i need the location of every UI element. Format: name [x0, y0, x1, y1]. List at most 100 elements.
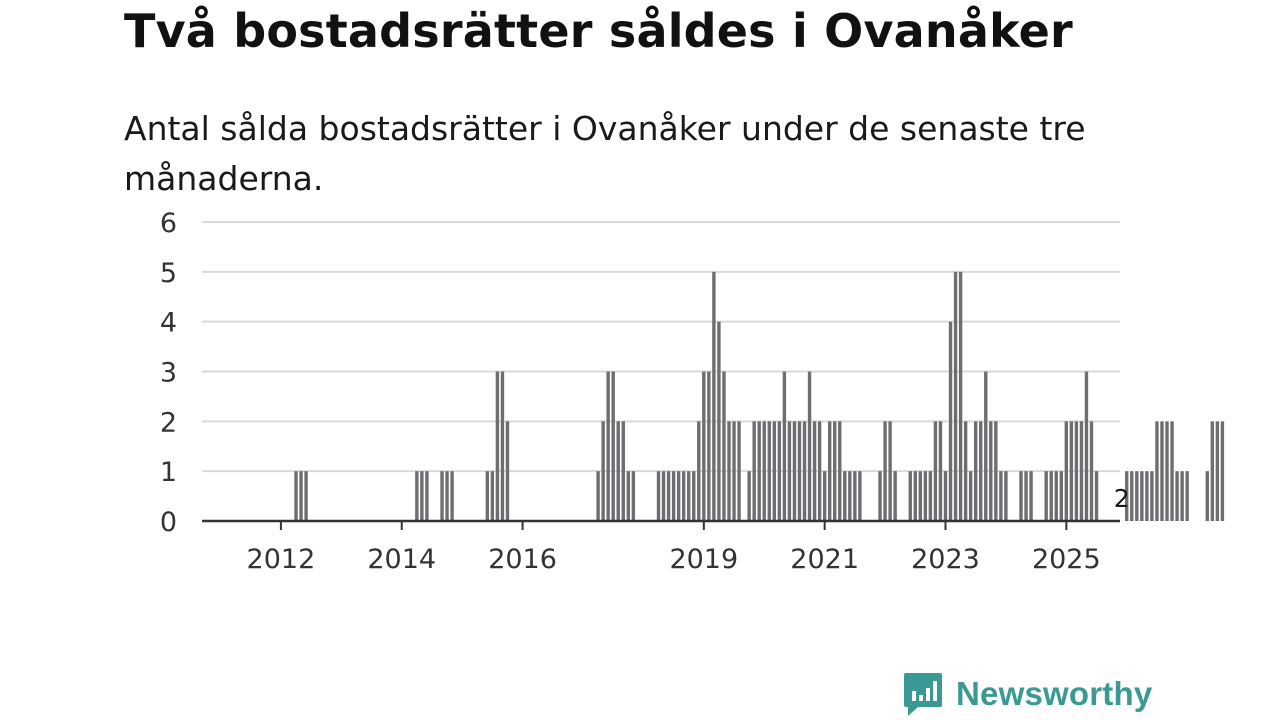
- bar: [883, 421, 887, 521]
- bar: [762, 421, 766, 521]
- bar: [294, 471, 298, 521]
- bar: [1220, 421, 1225, 521]
- bar: [908, 471, 912, 521]
- bar: [1125, 471, 1129, 521]
- bar: [787, 421, 792, 521]
- bar: [953, 271, 958, 521]
- y-tick-label: 0: [160, 507, 177, 538]
- bar: [450, 471, 454, 521]
- bar: [485, 471, 490, 521]
- bar: [782, 371, 787, 521]
- bar: [833, 421, 837, 521]
- bar: [822, 471, 827, 521]
- bar: [631, 471, 636, 521]
- bar: [440, 471, 444, 521]
- bar: [1019, 471, 1023, 521]
- bar: [1180, 471, 1184, 521]
- bar: [1089, 421, 1094, 521]
- bar: [425, 471, 429, 521]
- bar: [606, 371, 610, 521]
- bar: [1004, 471, 1008, 521]
- x-axis: 2012 2014 2016 2019 2021 2023 2025: [202, 519, 1120, 575]
- bar: [817, 421, 822, 521]
- bar: [928, 471, 933, 521]
- bar: [1054, 471, 1058, 521]
- bar: [1210, 421, 1215, 521]
- bar: [671, 471, 676, 521]
- bar: [1215, 421, 1220, 521]
- brand-name: Newsworthy: [956, 675, 1153, 712]
- x-tick-label: 2012: [247, 544, 316, 575]
- bar: [1084, 371, 1089, 521]
- bar: [596, 471, 600, 521]
- bar: [963, 421, 968, 521]
- bar: [923, 471, 928, 521]
- bar: [933, 421, 938, 521]
- bar: [974, 421, 978, 521]
- bar: [676, 471, 681, 521]
- bar: [727, 421, 731, 521]
- bar: [767, 421, 771, 521]
- x-tick-label: 2019: [669, 544, 738, 575]
- bar: [445, 471, 449, 521]
- bar: [707, 371, 711, 521]
- bar: [1059, 471, 1063, 521]
- bar: [1205, 471, 1209, 521]
- bar: [913, 471, 917, 521]
- newsworthy-logo: Newsworthy: [902, 670, 1152, 718]
- bar: [697, 421, 701, 521]
- x-tick-label: 2025: [1032, 544, 1101, 575]
- y-axis-labels: 0 1 2 3 4 5 6: [160, 208, 177, 538]
- bar: [984, 371, 988, 521]
- bar: [601, 421, 605, 521]
- bar: [838, 421, 842, 521]
- bar: [1145, 471, 1149, 521]
- bar: [752, 421, 756, 521]
- bar: [681, 471, 686, 521]
- x-tick-label: 2021: [790, 544, 859, 575]
- bar: [621, 421, 625, 521]
- bar: [757, 421, 761, 521]
- bar: [722, 371, 726, 521]
- bar: [702, 371, 706, 521]
- bar: [843, 471, 847, 521]
- bar: [1170, 421, 1174, 521]
- highlight-value-label: 2: [1114, 484, 1130, 513]
- bar: [687, 471, 691, 521]
- x-tick-label: 2014: [367, 544, 436, 575]
- annotations: 2: [1114, 484, 1130, 513]
- bar: [1044, 471, 1048, 521]
- bar: [888, 421, 892, 521]
- chart-subtitle: Antal sålda bostadsrätter i Ovanåker und…: [124, 109, 1086, 198]
- bar: [415, 471, 419, 521]
- bar: [1024, 471, 1028, 521]
- bar: [616, 421, 620, 521]
- bar: [1175, 471, 1179, 521]
- bar: [802, 421, 807, 521]
- bar: [1155, 421, 1159, 521]
- bar: [948, 321, 953, 521]
- bar: [500, 371, 505, 521]
- bar: [772, 421, 777, 521]
- y-tick-label: 5: [160, 258, 177, 289]
- bar: [666, 471, 671, 521]
- bar: [958, 271, 963, 521]
- bar: [979, 421, 983, 521]
- chart-title: Två bostadsrätter såldes i Ovanåker: [124, 4, 1073, 58]
- bar: [490, 471, 495, 521]
- bar: [858, 471, 862, 521]
- bar: [299, 471, 303, 521]
- bar: [420, 471, 424, 521]
- bar: [1150, 471, 1154, 521]
- bar: [505, 421, 510, 521]
- bar: [848, 471, 852, 521]
- bar: [893, 471, 897, 521]
- bar: [1069, 421, 1074, 521]
- bar: [737, 421, 741, 521]
- bar: [989, 421, 993, 521]
- bar: [747, 471, 751, 521]
- bar: [692, 471, 696, 521]
- bar: [777, 421, 782, 521]
- bar: [938, 421, 943, 521]
